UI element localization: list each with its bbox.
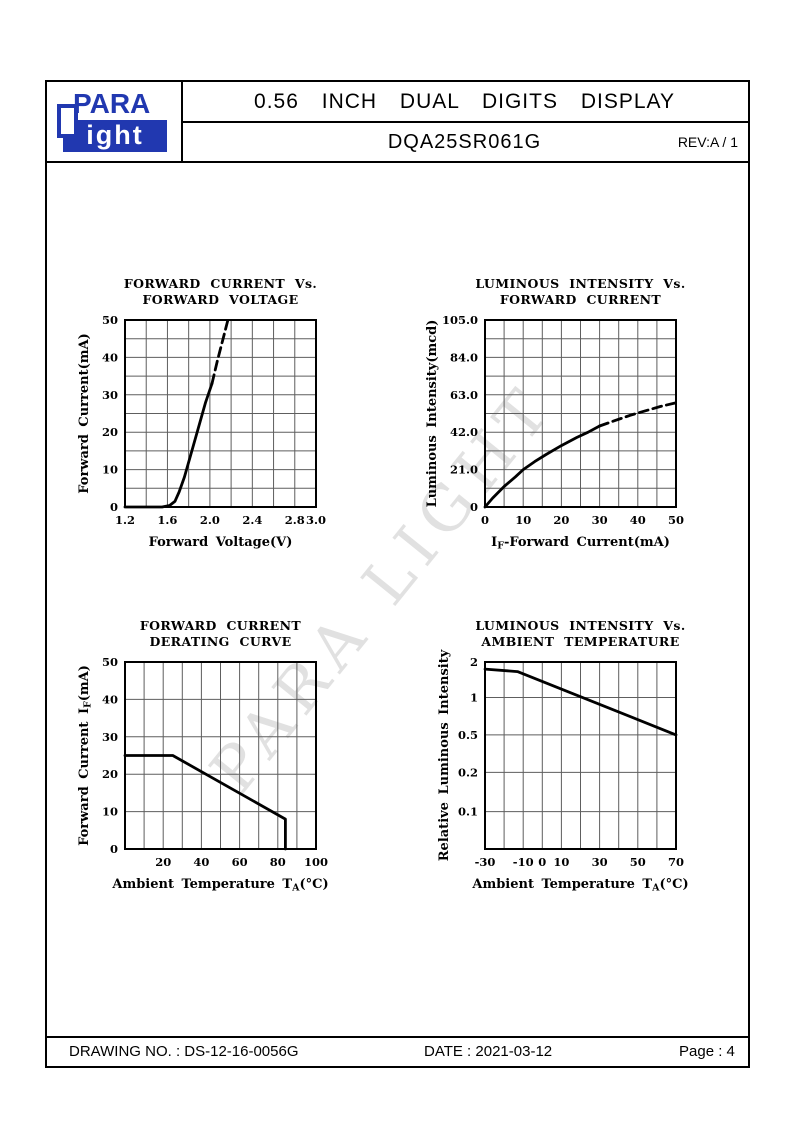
svg-text:3.0: 3.0	[306, 513, 326, 527]
svg-text:2: 2	[470, 655, 478, 669]
svg-text:0: 0	[110, 500, 118, 514]
svg-text:IF​-Forward Current(mA): IF​-Forward Current(mA)	[491, 535, 670, 552]
svg-text:10: 10	[515, 513, 531, 527]
svg-text:63.0: 63.0	[450, 388, 478, 402]
svg-text:20: 20	[155, 855, 171, 869]
svg-text:100: 100	[304, 855, 328, 869]
svg-text:FORWARD CURRENT: FORWARD CURRENT	[140, 618, 302, 633]
svg-text:30: 30	[102, 730, 118, 744]
svg-text:30: 30	[102, 388, 118, 402]
svg-text:2.8: 2.8	[285, 513, 305, 527]
svg-text:Forward Current(mA): Forward Current(mA)	[77, 333, 92, 494]
svg-text:1: 1	[470, 691, 478, 705]
svg-text:40: 40	[102, 692, 118, 706]
svg-text:20: 20	[102, 425, 118, 439]
logo-text-top: PARA	[73, 88, 151, 119]
svg-text:AMBIENT TEMPERATURE: AMBIENT TEMPERATURE	[480, 634, 679, 649]
header-title-row: 0.56 INCH DUAL DIGITS DISPLAY	[181, 82, 748, 123]
logo-cell: PARA ight	[47, 82, 183, 161]
svg-text:10: 10	[102, 463, 118, 477]
svg-text:21.0: 21.0	[450, 463, 478, 477]
svg-text:LUMINOUS INTENSITY Vs.: LUMINOUS INTENSITY Vs.	[475, 276, 685, 291]
svg-text:Forward Voltage(V): Forward Voltage(V)	[149, 535, 293, 550]
svg-text:FORWARD CURRENT: FORWARD CURRENT	[500, 292, 662, 307]
svg-text:30: 30	[592, 855, 608, 869]
svg-text:Relative Luminous Intensity: Relative Luminous Intensity	[437, 649, 452, 861]
svg-text:40: 40	[102, 350, 118, 364]
svg-text:40: 40	[193, 855, 209, 869]
svg-text:0.5: 0.5	[458, 728, 478, 742]
svg-text:42.0: 42.0	[450, 425, 478, 439]
svg-text:20: 20	[553, 513, 569, 527]
svg-text:60: 60	[232, 855, 248, 869]
svg-text:-30: -30	[475, 855, 496, 869]
svg-text:1.2: 1.2	[115, 513, 135, 527]
svg-text:10: 10	[102, 805, 118, 819]
svg-text:Forward Current IF​(mA): Forward Current IF​(mA)	[77, 665, 94, 846]
svg-text:Ambient Temperature TA​(°C): Ambient Temperature TA​(°C)	[471, 877, 688, 894]
svg-text:FORWARD CURRENT Vs.: FORWARD CURRENT Vs.	[124, 276, 317, 291]
chart-luminous-intensity-vs-forward-current: 0 10 20 30 40 50 0 21.0 42.0 63.0 84.0 105.0 LUMINOU…	[420, 268, 728, 560]
header-part-row: DQA25SR061G REV:A / 1	[181, 123, 748, 161]
svg-text:0: 0	[538, 855, 546, 869]
paralight-logo: PARA ight	[57, 90, 169, 154]
logo-text-bottom: ight	[86, 120, 144, 150]
svg-text:0.1: 0.1	[458, 805, 478, 819]
svg-text:0.2: 0.2	[458, 765, 478, 779]
document-title: 0.56 INCH DUAL DIGITS DISPLAY	[254, 89, 675, 113]
revision-label: REV:A / 1	[677, 134, 738, 150]
date-label: DATE : 2021-03-12	[424, 1043, 553, 1060]
svg-text:50: 50	[630, 855, 646, 869]
svg-text:2.4: 2.4	[242, 513, 262, 527]
svg-text:-10: -10	[513, 855, 534, 869]
svg-text:DERATING CURVE: DERATING CURVE	[150, 634, 292, 649]
header: PARA ight 0.56 INCH DUAL DIGITS DISPLAY …	[47, 82, 748, 163]
svg-text:LUMINOUS INTENSITY Vs.: LUMINOUS INTENSITY Vs.	[475, 618, 685, 633]
svg-text:30: 30	[592, 513, 608, 527]
logo-box: ight	[63, 120, 167, 152]
page-number: Page : 4	[679, 1043, 735, 1060]
svg-text:80: 80	[270, 855, 286, 869]
svg-text:FORWARD VOLTAGE: FORWARD VOLTAGE	[142, 292, 298, 307]
svg-text:10: 10	[553, 855, 569, 869]
chart-forward-current-vs-forward-voltage: 1.2 1.6 2.0 2.4 2.8 3.0 0 10 20 30 40 50 FORWARD CUR…	[60, 268, 368, 560]
svg-text:84.0: 84.0	[450, 350, 478, 364]
footer: DRAWING NO. : DS-12-16-0056G DATE : 2021…	[47, 1036, 748, 1066]
chart-luminous-intensity-vs-ambient-temperature: -30 -10 0 10 30 50 70 2 1 0.5 0.2 0.1 LUMINOUS INTEN…	[420, 610, 728, 902]
logo-l-stem	[57, 104, 78, 138]
svg-text:105.0: 105.0	[442, 313, 478, 327]
svg-text:50: 50	[668, 513, 684, 527]
chart-forward-current-derating-curve: 20 40 60 80 100 0 10 20 30 40 50 FORWARD CURRENT DER…	[60, 610, 368, 902]
drawing-number: DRAWING NO. : DS-12-16-0056G	[69, 1043, 299, 1060]
page-frame: PARA ight 0.56 INCH DUAL DIGITS DISPLAY …	[45, 80, 750, 1068]
svg-text:70: 70	[668, 855, 684, 869]
svg-text:Luminous Intensity(mcd): Luminous Intensity(mcd)	[425, 320, 440, 508]
svg-text:1.6: 1.6	[157, 513, 177, 527]
svg-text:50: 50	[102, 655, 118, 669]
svg-text:20: 20	[102, 767, 118, 781]
svg-text:40: 40	[630, 513, 646, 527]
svg-text:50: 50	[102, 313, 118, 327]
svg-text:0: 0	[110, 842, 118, 856]
svg-text:0: 0	[481, 513, 489, 527]
svg-text:0: 0	[470, 500, 478, 514]
part-number: DQA25SR061G	[387, 130, 542, 153]
svg-text:2.0: 2.0	[200, 513, 220, 527]
svg-text:Ambient Temperature TA​(°C): Ambient Temperature TA​(°C)	[111, 877, 328, 894]
